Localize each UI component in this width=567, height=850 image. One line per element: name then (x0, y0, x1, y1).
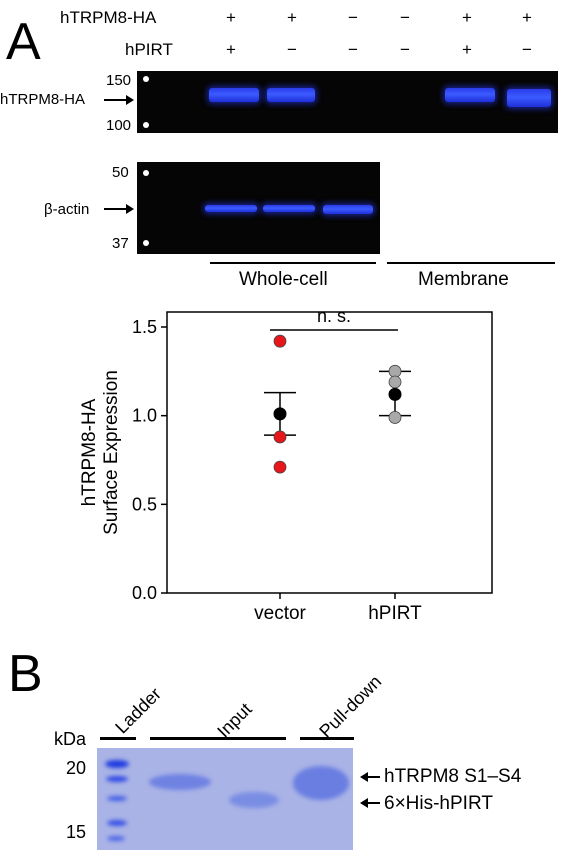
surface-expression-chart: 0.0 0.5 1.0 1.5 vector hPIRT hTRPM8-HASurface … (79, 306, 493, 624)
kda-label: kDa (54, 729, 87, 749)
blot1-marker-bottom: 100 (106, 117, 132, 134)
sign-row1-lane3: − (348, 8, 358, 27)
sign-row2-lane3: − (348, 40, 358, 59)
blot2-arrow-label: β-actin (44, 201, 90, 218)
data-point-hPIRT (388, 411, 402, 424)
blot2-band-lane1 (205, 205, 257, 212)
band-label-lower: 6×His-hPIRT (384, 793, 493, 814)
row-label-htrpm8: hTRPM8-HA (60, 8, 157, 27)
y-tick-label: 0.5 (132, 494, 157, 514)
y-axis-label: hTRPM8-HASurface Expression (79, 370, 122, 535)
significance-label: n. s. (317, 306, 351, 326)
data-point-vector (273, 460, 287, 474)
blot1-band-lane2 (267, 88, 315, 102)
blot2-marker-bottom: 37 (112, 235, 129, 252)
band-arrow-upper-icon (360, 772, 380, 782)
data-point-vector (273, 334, 287, 348)
gel-marker-top: 20 (66, 758, 87, 778)
blot1-band-lane6 (507, 89, 551, 107)
blot1-band-lane1 (209, 88, 259, 102)
blot1-arrow-label: hTRPM8-HA (0, 91, 86, 108)
lane-label-pulldown: Pull-down (315, 671, 386, 742)
ladder-band (107, 820, 127, 826)
blot2-band-lane2 (263, 205, 315, 212)
blot2-arrow-icon (104, 204, 134, 214)
ladder-band (107, 836, 125, 841)
chart-marks: n. s. (264, 306, 411, 474)
blot2-band-lane3 (323, 205, 373, 214)
mean-point-hPIRT (388, 387, 402, 401)
blot2-image (137, 162, 380, 254)
panel-b-letter: B (8, 645, 43, 703)
input-band-htrpm8 (149, 774, 211, 790)
y-tick-label: 0.0 (132, 583, 157, 603)
sign-row2-lane4: − (400, 40, 410, 59)
blot2-marker-dot-bottom (143, 240, 149, 246)
mean-point-vector (273, 407, 287, 421)
input-band-hpirt (229, 792, 279, 808)
blot1-image (137, 71, 558, 133)
ladder-bracket (100, 737, 136, 740)
membrane-label: Membrane (418, 269, 509, 290)
y-tick-label: 1.0 (132, 406, 157, 426)
data-point-hPIRT (388, 364, 402, 378)
chart-axes: 0.0 0.5 1.0 1.5 vector hPIRT hTRPM8-HASurface … (79, 311, 493, 624)
x-tick-label: vector (254, 603, 306, 624)
membrane-bracket (387, 262, 555, 264)
sign-row1-lane1: + (226, 8, 236, 27)
data-point-hPIRT (388, 375, 402, 389)
sign-row1-lane5: + (462, 8, 472, 27)
sign-row2-lane2: − (287, 40, 297, 59)
coomassie-gel-image (97, 748, 353, 850)
lane-label-ladder: Ladder (111, 683, 166, 738)
lane-label-input: Input (213, 698, 256, 742)
y-tick-label: 1.5 (132, 317, 157, 337)
sign-row2-lane1: + (226, 40, 236, 59)
row-label-hpirt: hPIRT (125, 40, 173, 59)
sign-row2-lane6: − (522, 40, 532, 59)
input-bracket (150, 737, 286, 740)
gel-marker-bottom: 15 (66, 822, 87, 842)
blot1-marker-top: 150 (106, 72, 132, 89)
ladder-band (105, 760, 129, 768)
pulldown-band (293, 766, 349, 800)
whole-cell-bracket (210, 262, 376, 264)
band-label-upper: hTRPM8 S1–S4 (384, 766, 522, 787)
blot1-marker-dot-bottom (143, 122, 149, 128)
whole-cell-label: Whole-cell (239, 269, 328, 290)
ladder-band (107, 796, 127, 801)
ladder-band (106, 776, 128, 782)
sign-row1-lane6: + (522, 8, 532, 27)
blot1-marker-dot-top (143, 76, 149, 82)
sign-row1-lane4: − (400, 8, 410, 27)
sign-row1-lane2: + (287, 8, 297, 27)
blot2-marker-dot-top (143, 170, 149, 176)
pulldown-bracket (300, 737, 354, 740)
blot1-arrow-icon (104, 95, 134, 105)
band-arrow-lower-icon (360, 798, 380, 808)
x-tick-label: hPIRT (368, 603, 422, 624)
sign-row2-lane5: + (462, 40, 472, 59)
blot2-marker-top: 50 (112, 164, 129, 181)
blot1-band-lane5 (445, 88, 495, 102)
plot-frame (166, 311, 493, 594)
panel-a-letter: A (6, 13, 41, 71)
data-point-vector (273, 430, 287, 444)
